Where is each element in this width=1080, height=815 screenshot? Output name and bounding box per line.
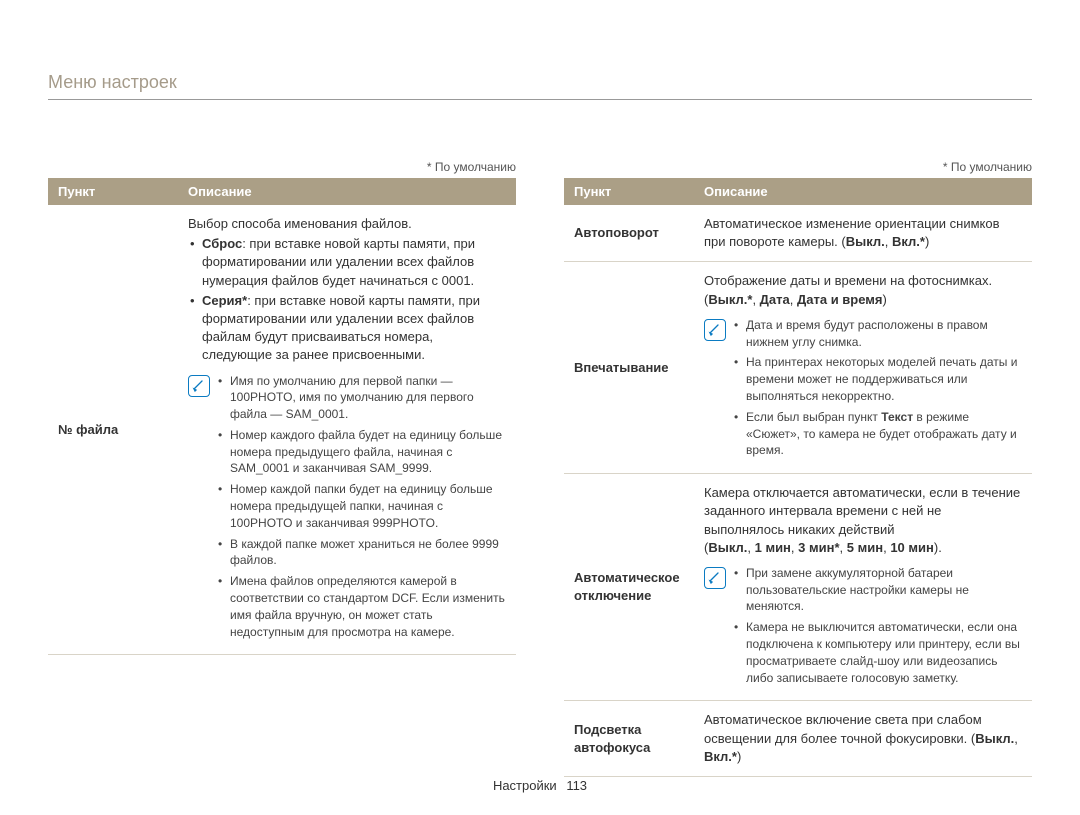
note-item: В каждой папке может храниться не более … <box>218 536 506 570</box>
left-table: Пункт Описание № файла Выбор способа име… <box>48 178 516 655</box>
note-item: При замене аккумуляторной батареи пользо… <box>734 565 1022 615</box>
note-item: Если был выбран пункт Текст в режиме «Сю… <box>734 409 1022 459</box>
col-header-item: Пункт <box>48 178 178 205</box>
desc-text: Камера отключается автоматически, если в… <box>704 484 1022 539</box>
right-column: * По умолчанию Пункт Описание Автоповоро… <box>564 160 1032 777</box>
option-bold: Дата и время <box>797 292 883 307</box>
note-list: Дата и время будут расположены в правом … <box>734 317 1022 463</box>
table-row: Автоповорот Автоматическое изменение ори… <box>564 205 1032 262</box>
desc-cell: Выбор способа именования файлов. Сброс: … <box>178 205 516 655</box>
option-item: Серия*: при вставке новой карты памяти, … <box>188 292 506 365</box>
title-rule <box>48 99 1032 100</box>
desc-intro: Выбор способа именования файлов. <box>188 215 506 233</box>
note-item: Номер каждого файла будет на единицу бол… <box>218 427 506 477</box>
left-column: * По умолчанию Пункт Описание № файла Вы… <box>48 160 516 777</box>
item-cell: Подсветка автофокуса <box>564 701 694 777</box>
col-header-item: Пункт <box>564 178 694 205</box>
default-note-right: * По умолчанию <box>564 160 1032 174</box>
option-bold: Вкл.* <box>704 749 737 764</box>
option-label: Серия* <box>202 293 247 308</box>
note-box: Имя по умолчанию для первой папки — 100P… <box>188 373 506 645</box>
option-bold: Выкл. <box>975 731 1014 746</box>
desc-cell: Автоматическое включение света при слабо… <box>694 701 1032 777</box>
item-cell: Впечатывание <box>564 262 694 474</box>
right-table: Пункт Описание Автоповорот Автоматическо… <box>564 178 1032 777</box>
note-list: Имя по умолчанию для первой папки — 100P… <box>218 373 506 645</box>
note-item: Дата и время будут расположены в правом … <box>734 317 1022 351</box>
desc-cell: Отображение даты и времени на фотоснимка… <box>694 262 1032 474</box>
option-bold: Вкл.* <box>892 234 925 249</box>
note-item: Камера не выключится автоматически, если… <box>734 619 1022 686</box>
item-cell: Автоповорот <box>564 205 694 262</box>
columns: * По умолчанию Пункт Описание № файла Вы… <box>48 160 1032 777</box>
desc-cell: Камера отключается автоматически, если в… <box>694 474 1032 701</box>
option-bold: Дата <box>760 292 790 307</box>
footer-label: Настройки <box>493 778 557 793</box>
note-icon <box>704 319 726 341</box>
item-cell: № файла <box>48 205 178 655</box>
section-header: Меню настроек <box>48 72 1032 160</box>
default-note-left: * По умолчанию <box>48 160 516 174</box>
note-icon <box>704 567 726 589</box>
option-text: : при вставке новой карты памяти, при фо… <box>202 236 475 287</box>
desc-text: Автоматическое включение света при слабо… <box>704 712 982 745</box>
table-row: № файла Выбор способа именования файлов.… <box>48 205 516 655</box>
table-row: Впечатывание Отображение даты и времени … <box>564 262 1032 474</box>
col-header-desc: Описание <box>178 178 516 205</box>
option-item: Сброс: при вставке новой карты памяти, п… <box>188 235 506 290</box>
option-bold: Выкл. <box>846 234 885 249</box>
note-box: Дата и время будут расположены в правом … <box>704 317 1022 463</box>
item-cell: Автоматическое отключение <box>564 474 694 701</box>
page-number: 113 <box>566 778 587 793</box>
note-item: Номер каждой папки будет на единицу боль… <box>218 481 506 531</box>
col-header-desc: Описание <box>694 178 1032 205</box>
option-label: Сброс <box>202 236 242 251</box>
note-box: При замене аккумуляторной батареи пользо… <box>704 565 1022 691</box>
desc-cell: Автоматическое изменение ориентации сним… <box>694 205 1032 262</box>
page-footer: Настройки 113 <box>0 778 1080 793</box>
section-title: Меню настроек <box>48 72 1032 93</box>
desc-options: (Выкл., 1 мин, 3 мин*, 5 мин, 10 мин). <box>704 539 1022 557</box>
page-root: Меню настроек * По умолчанию Пункт Описа… <box>0 0 1080 815</box>
note-icon <box>188 375 210 397</box>
desc-block: Выбор способа именования файлов. Сброс: … <box>188 215 506 644</box>
note-item: Имя по умолчанию для первой папки — 100P… <box>218 373 506 423</box>
note-item: На принтерах некоторых моделей печать да… <box>734 354 1022 404</box>
option-bold: Выкл.* <box>708 292 752 307</box>
table-row: Подсветка автофокуса Автоматическое вклю… <box>564 701 1032 777</box>
note-item: Имена файлов определяются камерой в соот… <box>218 573 506 640</box>
note-list: При замене аккумуляторной батареи пользо… <box>734 565 1022 691</box>
table-row: Автоматическое отключение Камера отключа… <box>564 474 1032 701</box>
option-list: Сброс: при вставке новой карты памяти, п… <box>188 235 506 364</box>
